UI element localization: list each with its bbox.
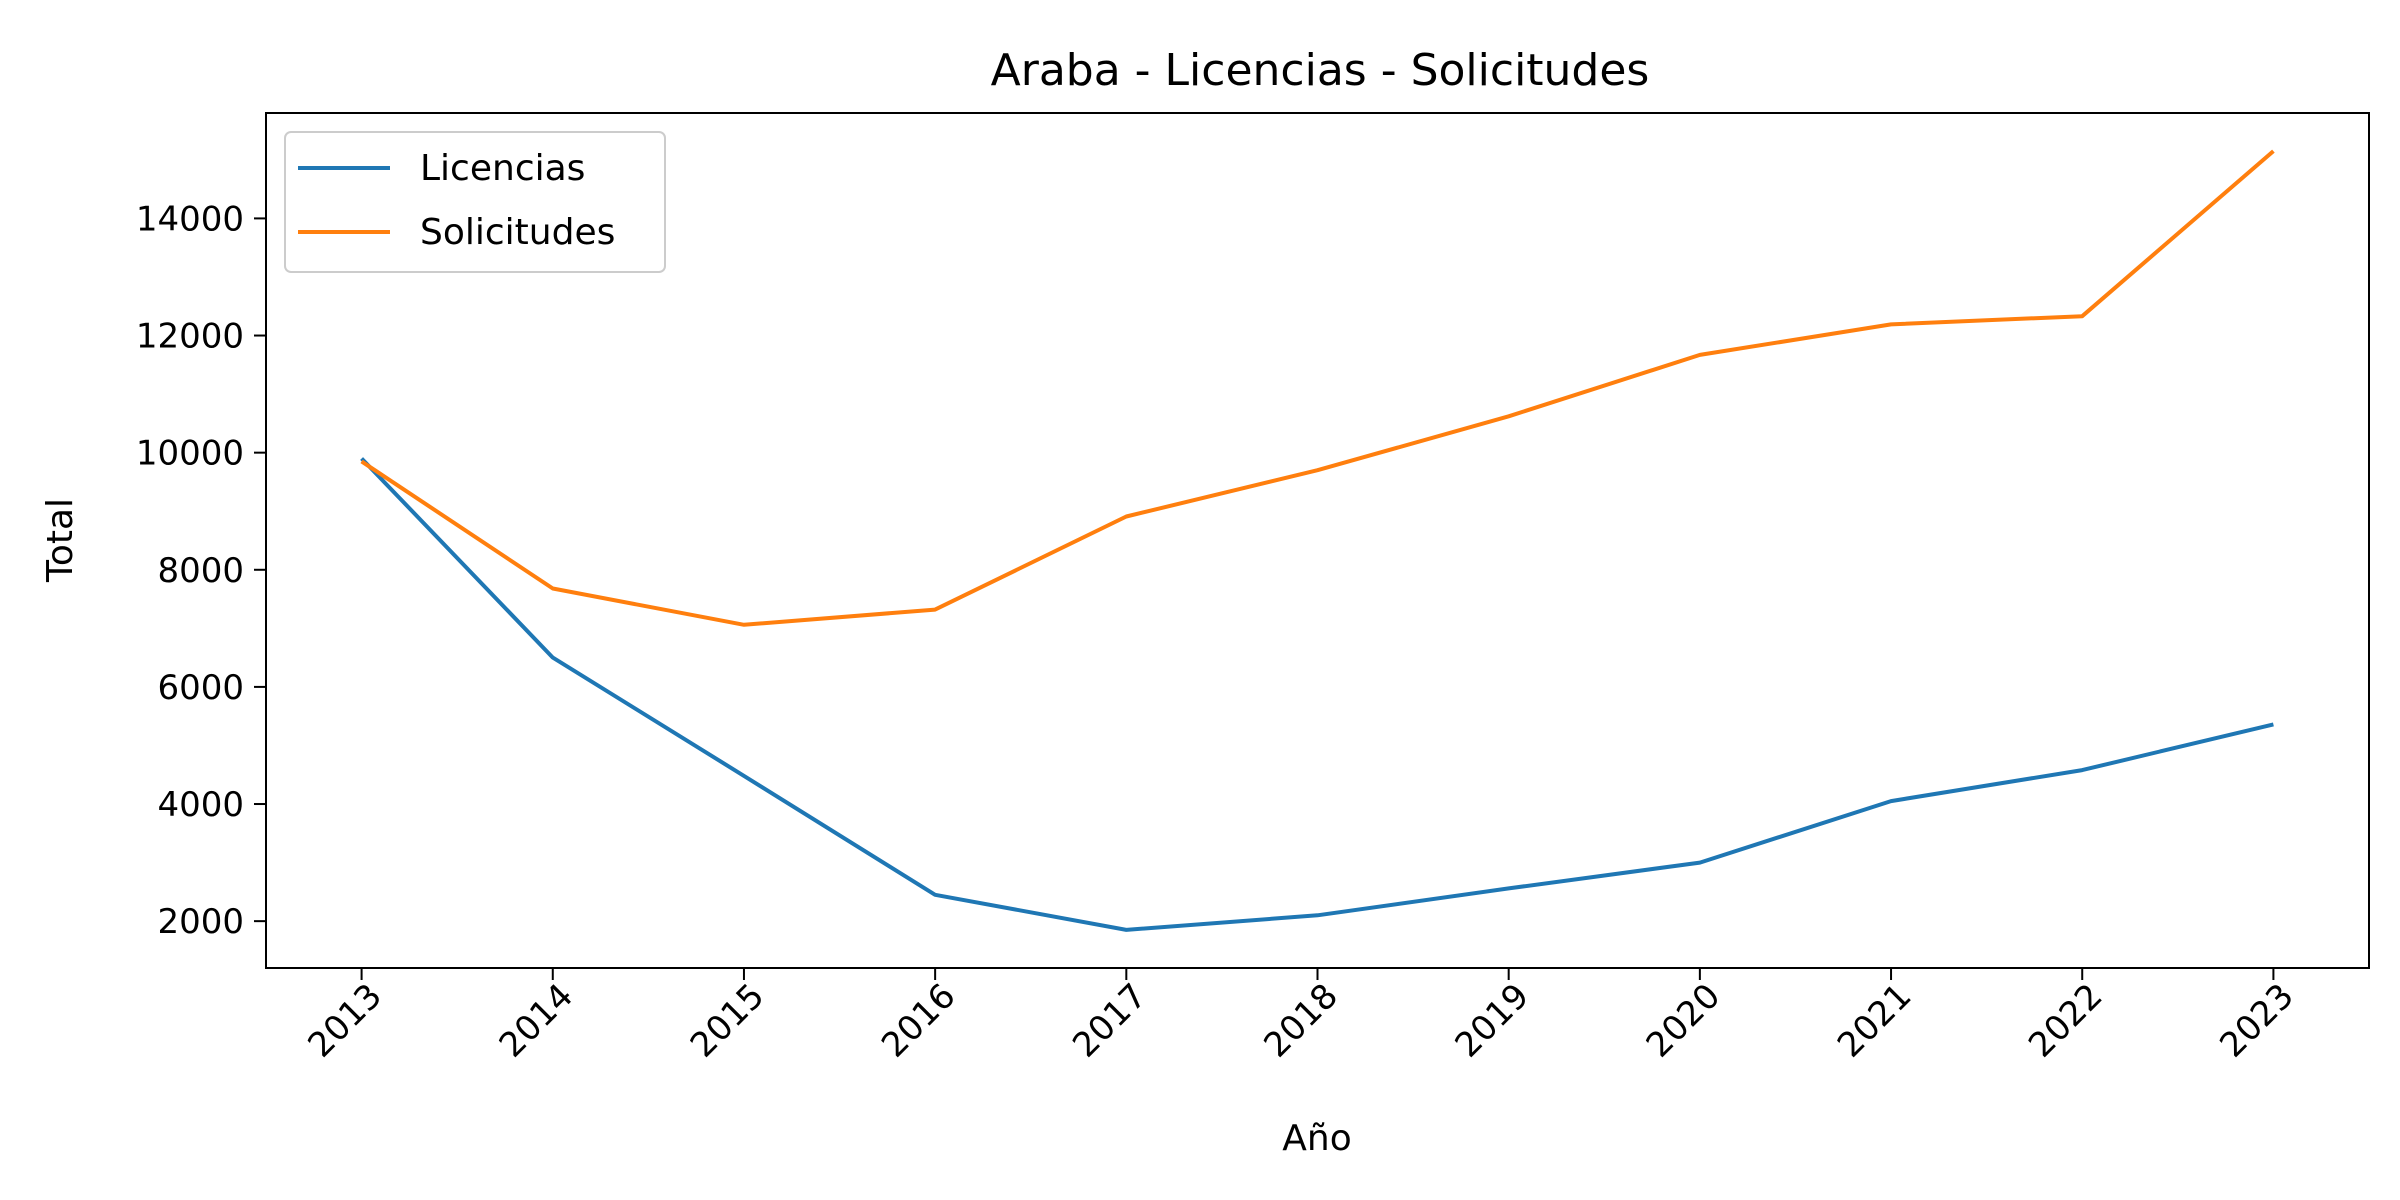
data-point-licencias: [551, 656, 555, 660]
data-point-solicitudes: [1124, 515, 1128, 519]
data-point-licencias: [742, 774, 746, 778]
data-point-licencias: [1889, 799, 1893, 803]
data-point-solicitudes: [1316, 468, 1320, 472]
y-tick-label: 12000: [136, 317, 244, 357]
data-point-solicitudes: [1507, 414, 1511, 418]
data-point-solicitudes: [2080, 314, 2084, 318]
data-point-solicitudes: [1889, 322, 1893, 326]
y-axis-label: Total: [40, 498, 81, 583]
plot-frame: [265, 112, 2370, 969]
x-tick-label: 2015: [683, 976, 772, 1065]
data-point-licencias: [1507, 886, 1511, 890]
data-point-solicitudes: [742, 623, 746, 627]
data-point-licencias: [1316, 913, 1320, 917]
data-point-licencias: [2271, 722, 2275, 726]
y-tick-label: 6000: [157, 668, 244, 708]
data-point-licencias: [2080, 768, 2084, 772]
data-point-solicitudes: [1698, 353, 1702, 357]
x-tick-label: 2018: [1256, 976, 1345, 1065]
x-tick-label: 2016: [874, 976, 963, 1065]
y-tick-label: 4000: [157, 785, 244, 825]
chart-title: Araba - Licencias - Solicitudes: [991, 45, 1650, 96]
series-lines: [360, 149, 2275, 932]
x-tick-label: 2017: [1065, 976, 1154, 1065]
data-point-solicitudes: [2271, 149, 2275, 153]
y-tick-label: 2000: [157, 902, 244, 942]
x-axis-label: Año: [1282, 1118, 1351, 1159]
x-tick-label: 2014: [492, 976, 581, 1065]
y-tick-label: 14000: [136, 199, 244, 239]
x-tick-label: 2013: [300, 976, 389, 1065]
data-point-licencias: [933, 893, 937, 897]
data-point-solicitudes: [551, 587, 555, 591]
legend: Licencias Solicitudes: [284, 131, 666, 273]
y-tick-label: 10000: [136, 434, 244, 474]
data-point-licencias: [1698, 861, 1702, 865]
data-point-solicitudes: [360, 459, 364, 463]
legend-label-licencias: Licencias: [420, 148, 585, 189]
x-tick-label: 2019: [1448, 976, 1537, 1065]
y-tick-label: 8000: [157, 551, 244, 591]
series-line-solicitudes: [360, 149, 2275, 627]
x-tick-label: 2021: [1830, 976, 1919, 1065]
series-line-licencias: [360, 457, 2274, 932]
x-tick-label: 2023: [2212, 976, 2301, 1065]
legend-label-solicitudes: Solicitudes: [420, 212, 615, 253]
axes: 2013 2014 2015 2016 2017 2018 2019 2020 2021 2022…: [136, 199, 2302, 1065]
x-tick-label: 2022: [2021, 976, 2110, 1065]
data-point-licencias: [1124, 928, 1128, 932]
data-point-solicitudes: [933, 608, 937, 612]
x-tick-label: 2020: [1639, 976, 1728, 1065]
